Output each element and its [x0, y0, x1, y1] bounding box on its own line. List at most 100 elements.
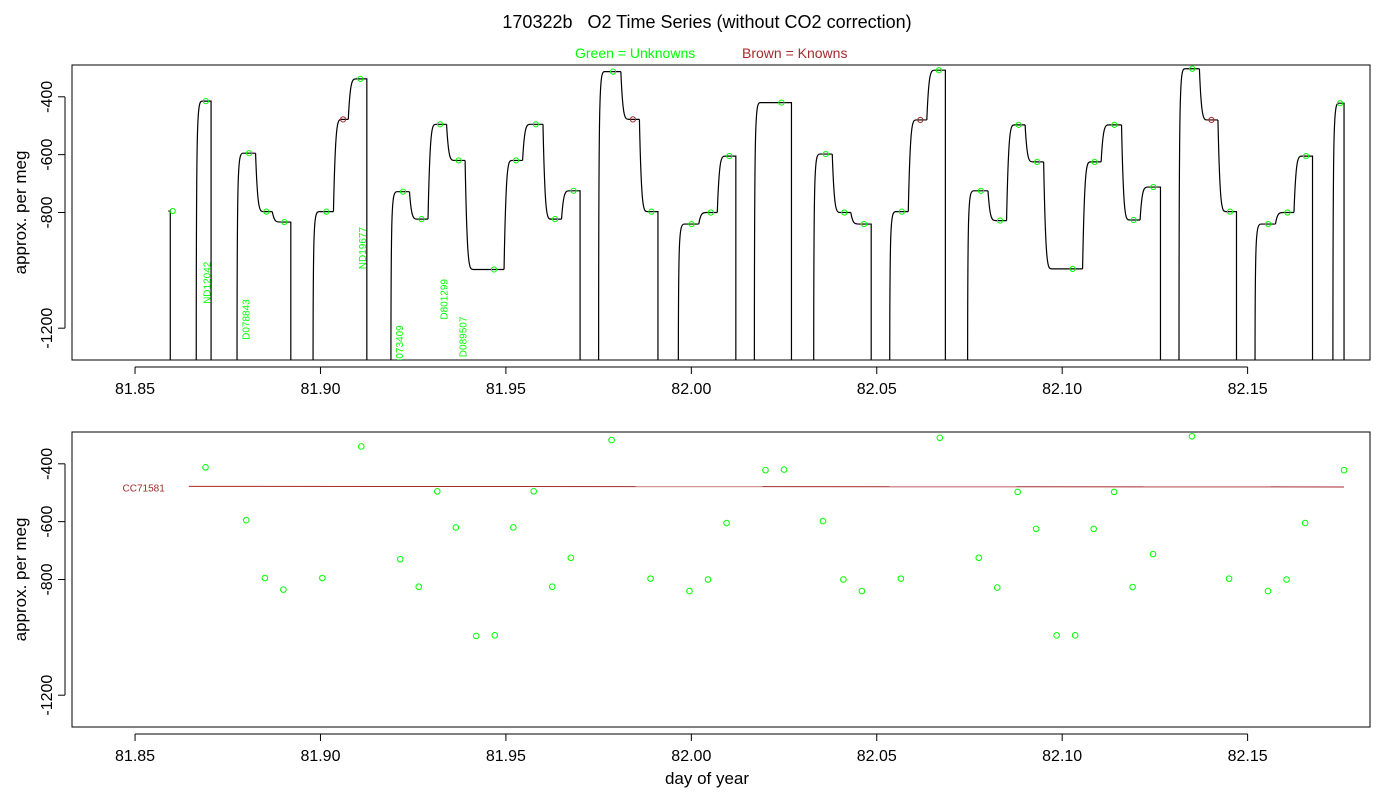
- unknown-point: [608, 436, 615, 444]
- unknown-point: [1129, 583, 1136, 591]
- unknown-point: [647, 575, 654, 582]
- trace-segment: [1332, 102, 1345, 360]
- sample-id-label: 073418: [414, 360, 425, 394]
- top-plot-frame: [71, 64, 1371, 361]
- trace-segment: [831, 154, 851, 214]
- trace-segment: [347, 78, 368, 360]
- unknown-point: [1188, 433, 1196, 440]
- top-panel-time-series: 81.85 81.90 81.95 82.00 82.05 82.10 82.15 -400 -…: [11, 64, 1371, 398]
- bottom-x-tick-label: 82.10: [1042, 748, 1082, 765]
- top-x-tick-label: 81.85: [115, 381, 155, 398]
- trace-segment: [926, 69, 946, 360]
- trace-segment: [1293, 155, 1314, 360]
- unknown-marker: [648, 208, 655, 215]
- trace-segment: [445, 124, 466, 162]
- trace-segment: [987, 190, 1007, 222]
- unknown-point: [548, 583, 556, 591]
- top-y-tick-label: -400: [39, 81, 56, 113]
- bottom-x-tick-label: 81.90: [300, 748, 340, 765]
- unknown-marker: [1265, 220, 1272, 228]
- bottom-panel-scatter: 81.85 81.90 81.95 82.00 82.05 82.10 82.15 -400 -…: [11, 431, 1371, 765]
- trace-segment: [195, 100, 212, 360]
- unknown-point: [1149, 550, 1157, 558]
- bottom-y-tick-label: -400: [39, 448, 56, 480]
- unknown-marker: [1189, 65, 1196, 72]
- unknown-marker: [245, 150, 253, 157]
- unknown-marker: [1226, 208, 1234, 215]
- unknown-marker: [202, 98, 209, 105]
- trace-segment: [390, 191, 410, 360]
- unknown-point: [819, 517, 827, 525]
- unknown-marker: [357, 75, 364, 82]
- unknown-marker: [609, 68, 617, 75]
- trace-segment: [677, 223, 699, 360]
- unknown-point: [1283, 576, 1290, 583]
- unknown-marker: [263, 208, 270, 215]
- top-y-tick-label: -600: [39, 139, 56, 171]
- unknown-marker: [1034, 158, 1041, 165]
- unknown-point: [357, 443, 365, 450]
- trace-segment: [1043, 161, 1083, 270]
- unknown-point: [567, 554, 575, 562]
- sample-id-label: D073409: [395, 325, 406, 366]
- top-y-tick-label: -1200: [39, 308, 56, 349]
- unknown-marker: [1337, 100, 1344, 107]
- unknown-marker: [281, 218, 288, 226]
- unknown-marker: [898, 208, 905, 215]
- unknown-point: [1053, 632, 1060, 639]
- unknown-point: [858, 587, 866, 595]
- legend-unknowns: Green = Unknowns: [575, 45, 696, 61]
- unknown-marker: [1015, 121, 1022, 128]
- unknown-point: [704, 576, 712, 583]
- trace-segment: [1254, 223, 1276, 360]
- unknown-marker: [1150, 183, 1157, 191]
- top-x-tick-label: 82.10: [1042, 381, 1082, 398]
- unknown-marker: [1130, 216, 1137, 224]
- x-axis-label: day of year: [664, 769, 750, 788]
- unknown-point: [319, 574, 326, 582]
- unknown-marker: [551, 216, 559, 223]
- unknown-point: [261, 574, 269, 582]
- trace-segment: [332, 118, 349, 212]
- sample-id-label: D801299: [440, 279, 451, 320]
- unknown-point: [510, 524, 517, 531]
- unknown-marker: [399, 188, 407, 195]
- unknown-point: [472, 632, 480, 640]
- trace-segment: [1274, 211, 1294, 225]
- sample-id-label: D88534: [260, 360, 271, 395]
- known-marker: [339, 116, 347, 123]
- unknown-point: [243, 516, 250, 524]
- trace-segment: [716, 155, 737, 360]
- top-y-tick-label: -800: [39, 196, 56, 228]
- unknown-point: [1014, 488, 1021, 496]
- bottom-x-tick-label: 81.85: [115, 748, 155, 765]
- legend-knowns: Brown = Knowns: [742, 45, 848, 61]
- trace-segment: [1139, 186, 1162, 360]
- trace-segment: [1024, 124, 1044, 163]
- trace-segment: [753, 101, 793, 360]
- unknown-marker: [513, 157, 520, 164]
- top-x-tick-label: 81.95: [486, 381, 526, 398]
- unknown-marker: [688, 220, 695, 228]
- trace-segment: [598, 71, 621, 360]
- trace-segment: [521, 123, 543, 161]
- trace-segment: [1081, 161, 1102, 269]
- trace-segment: [1217, 119, 1238, 360]
- trace-segment: [907, 119, 927, 212]
- reference-line-label: CC71581: [123, 483, 166, 494]
- unknown-point: [1225, 575, 1233, 582]
- trace-segment: [560, 190, 581, 360]
- trace-segment: [1100, 124, 1122, 162]
- unknown-point: [762, 466, 769, 474]
- top-y-axis-label: approx. per meg: [11, 151, 30, 275]
- trace-segment: [620, 71, 640, 120]
- unknown-marker: [1069, 265, 1076, 272]
- unknown-point: [452, 524, 460, 531]
- unknown-marker: [935, 67, 942, 74]
- known-marker: [1208, 116, 1215, 124]
- reference-line: [188, 485, 1345, 488]
- unknown-marker: [323, 208, 330, 215]
- unknown-marker: [1091, 158, 1098, 165]
